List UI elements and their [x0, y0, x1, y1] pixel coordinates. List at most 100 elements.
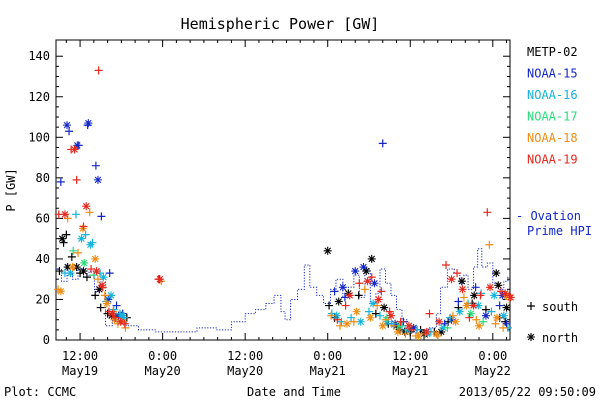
- south-point-marker: [407, 325, 416, 334]
- south-point-marker: [375, 311, 384, 320]
- north-point-marker: [108, 309, 117, 318]
- x-tick-time-label: 12:00: [62, 349, 98, 363]
- north-point-marker: [332, 311, 341, 320]
- north-point-marker: [95, 285, 104, 294]
- south-point-marker: [477, 289, 486, 298]
- north-point-marker: [527, 333, 535, 341]
- south-point-marker: [337, 317, 346, 326]
- north-point-marker: [345, 291, 354, 300]
- north-point-marker: [437, 327, 446, 336]
- south-point-marker: [336, 321, 345, 330]
- north-point-marker: [409, 323, 418, 332]
- north-point-marker: [63, 263, 72, 272]
- north-point-marker: [66, 269, 75, 278]
- north-point-marker: [73, 141, 82, 150]
- north-point-marker: [102, 299, 111, 308]
- north-point-marker: [80, 258, 89, 267]
- north-point-marker: [466, 309, 475, 318]
- south-point-marker: [333, 315, 342, 324]
- north-point-marker: [393, 327, 402, 336]
- south-point-marker: [112, 301, 121, 310]
- north-point-marker: [370, 279, 379, 288]
- south-point-marker: [82, 273, 91, 282]
- north-point-marker: [116, 317, 125, 326]
- south-point-marker: [104, 307, 113, 316]
- north-point-marker: [110, 315, 119, 324]
- x-tick-date-label: May19: [62, 364, 98, 378]
- north-point-marker: [474, 301, 483, 310]
- x-tick-time-label: 0:00: [478, 349, 507, 363]
- south-point-marker: [121, 323, 130, 332]
- x-tick-date-label: May21: [392, 364, 428, 378]
- north-point-marker: [58, 234, 67, 243]
- south-point-marker: [502, 319, 511, 328]
- north-point-marker: [378, 321, 387, 330]
- south-point-marker: [65, 127, 74, 136]
- x-axis-label: Date and Time: [247, 385, 341, 399]
- y-tick-label: 80: [36, 171, 50, 185]
- south-point-marker: [479, 317, 488, 326]
- north-point-marker: [356, 317, 365, 326]
- north-point-marker: [359, 263, 368, 272]
- satellite-data-points: [54, 66, 515, 340]
- plot-area: [55, 39, 511, 341]
- legend-entry-noaa-18: NOAA-18: [527, 131, 578, 145]
- north-point-marker: [462, 301, 471, 310]
- north-point-marker: [351, 267, 360, 276]
- north-point-marker: [70, 145, 79, 154]
- south-point-marker: [97, 212, 106, 221]
- north-point-marker: [366, 313, 375, 322]
- x-tick-time-label: 0:00: [313, 349, 342, 363]
- south-point-marker: [425, 309, 434, 318]
- south-point-marker: [349, 317, 358, 326]
- south-point-marker: [327, 311, 336, 320]
- south-point-marker: [476, 291, 485, 300]
- north-point-marker: [490, 291, 499, 300]
- south-point-marker: [93, 275, 102, 284]
- south-point-marker: [81, 230, 90, 239]
- legend-entry-noaa-15: NOAA-15: [527, 67, 578, 81]
- south-point-marker: [56, 177, 65, 186]
- south-point-marker: [448, 311, 457, 320]
- north-point-marker: [77, 234, 86, 243]
- south-point-marker: [367, 273, 376, 282]
- south-point-marker: [71, 210, 80, 219]
- south-point-marker: [67, 252, 76, 261]
- south-point-marker: [389, 321, 398, 330]
- north-point-marker: [380, 303, 389, 312]
- legend-ovation-line2: Prime HPI: [527, 224, 592, 238]
- north-point-marker: [68, 263, 77, 272]
- north-point-marker: [118, 311, 127, 320]
- north-point-marker: [369, 299, 378, 308]
- north-point-marker: [447, 275, 456, 284]
- south-point-marker: [364, 307, 373, 316]
- south-point-marker: [100, 291, 109, 300]
- south-point-marker: [111, 313, 120, 322]
- legend-entry-noaa-17: NOAA-17: [527, 110, 578, 124]
- series-noaa-18: [54, 208, 514, 340]
- north-point-marker: [99, 273, 108, 282]
- north-point-marker: [72, 263, 81, 272]
- north-point-marker: [84, 119, 93, 128]
- north-point-marker: [470, 291, 479, 300]
- north-point-marker: [486, 283, 495, 292]
- y-tick-label: 20: [36, 292, 50, 306]
- north-point-marker: [79, 267, 88, 276]
- south-point-marker: [63, 214, 72, 223]
- legend-entry-noaa-16: NOAA-16: [527, 88, 578, 102]
- south-point-marker: [55, 267, 64, 276]
- south-point-marker: [330, 287, 339, 296]
- south-point-marker: [377, 287, 386, 296]
- legend-north-label: north: [542, 331, 578, 345]
- x-tick-time-label: 12:00: [227, 349, 263, 363]
- north-point-marker: [395, 321, 404, 330]
- south-point-marker: [371, 309, 380, 318]
- north-point-marker: [107, 291, 116, 300]
- north-point-marker: [86, 240, 95, 249]
- north-point-marker: [501, 289, 510, 298]
- north-point-marker: [60, 210, 69, 219]
- north-point-marker: [104, 295, 113, 304]
- x-tick-time-label: 0:00: [148, 349, 177, 363]
- south-point-marker: [499, 323, 508, 332]
